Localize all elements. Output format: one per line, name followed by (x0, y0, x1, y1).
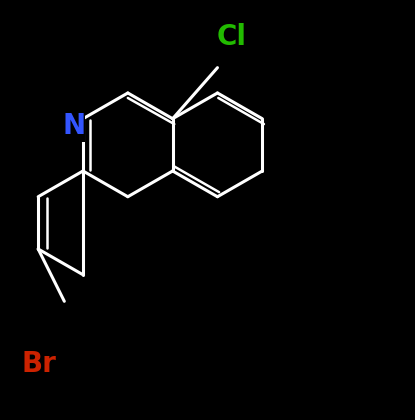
FancyBboxPatch shape (21, 349, 58, 380)
FancyBboxPatch shape (212, 21, 250, 53)
FancyBboxPatch shape (62, 110, 85, 142)
Text: Br: Br (22, 350, 57, 378)
Text: Cl: Cl (216, 24, 246, 51)
Text: N: N (62, 112, 85, 140)
